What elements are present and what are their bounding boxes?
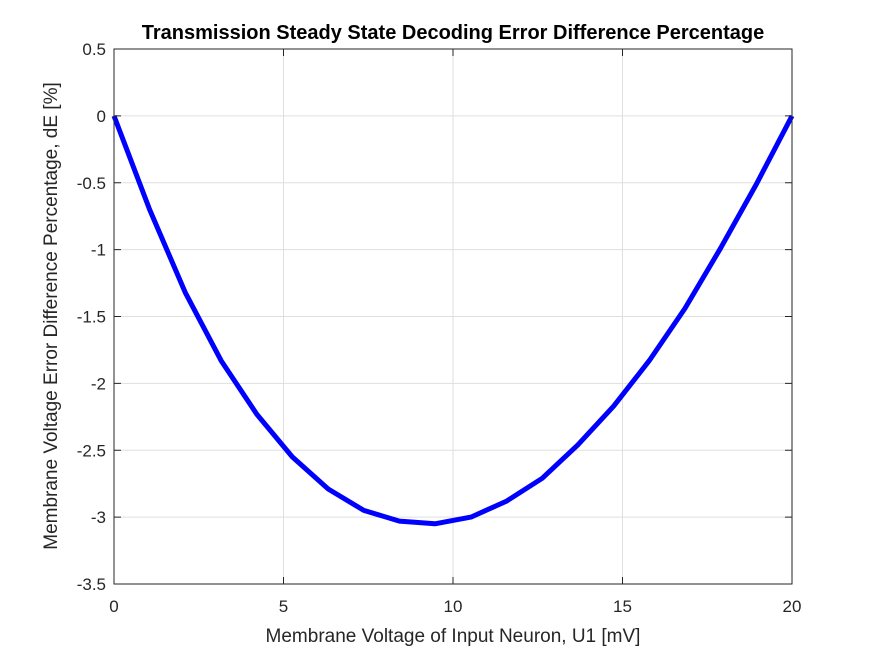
series-layer [111,114,795,527]
y-tick-label: -2 [91,374,106,393]
y-axis-ticks: -3.5 -3 -2.5 -2 -1.5 -1 -0.5 0 0.5 [77,40,792,594]
y-axis-label: Membrane Voltage Error Difference Percen… [41,82,62,550]
chart-title: Transmission Steady State Decoding Error… [142,22,764,44]
x-tick-label: 5 [279,597,288,616]
series-line [111,114,795,527]
y-tick-label: -1 [91,241,106,260]
x-axis-label: Membrane Voltage of Input Neuron, U1 [mV… [266,626,641,647]
x-tick-label: 15 [613,597,632,616]
x-tick-label: 0 [109,597,118,616]
y-tick-label: 0 [97,107,106,126]
y-tick-label: 0.5 [82,40,106,59]
x-tick-label: 20 [783,597,802,616]
y-tick-label: -2.5 [77,441,106,460]
x-tick-label: 10 [444,597,463,616]
y-tick-label: -1.5 [77,308,106,327]
y-tick-label: -0.5 [77,174,106,193]
y-tick-label: -3 [91,508,106,527]
x-axis-ticks: 0 5 10 15 20 [109,49,801,616]
y-tick-label: -3.5 [77,575,106,594]
